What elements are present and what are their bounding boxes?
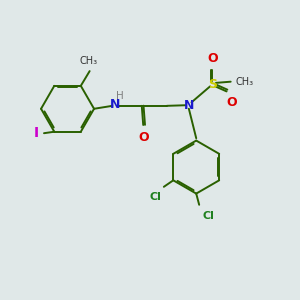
Text: CH₃: CH₃ bbox=[236, 77, 254, 87]
Text: S: S bbox=[208, 77, 217, 91]
Text: N: N bbox=[110, 98, 120, 111]
Text: O: O bbox=[207, 52, 218, 65]
Text: CH₃: CH₃ bbox=[79, 56, 97, 66]
Text: O: O bbox=[226, 96, 237, 109]
Text: O: O bbox=[138, 131, 148, 144]
Text: N: N bbox=[184, 99, 194, 112]
Text: Cl: Cl bbox=[203, 211, 214, 221]
Text: Cl: Cl bbox=[149, 191, 161, 202]
Text: I: I bbox=[34, 126, 39, 140]
Text: H: H bbox=[116, 92, 124, 101]
